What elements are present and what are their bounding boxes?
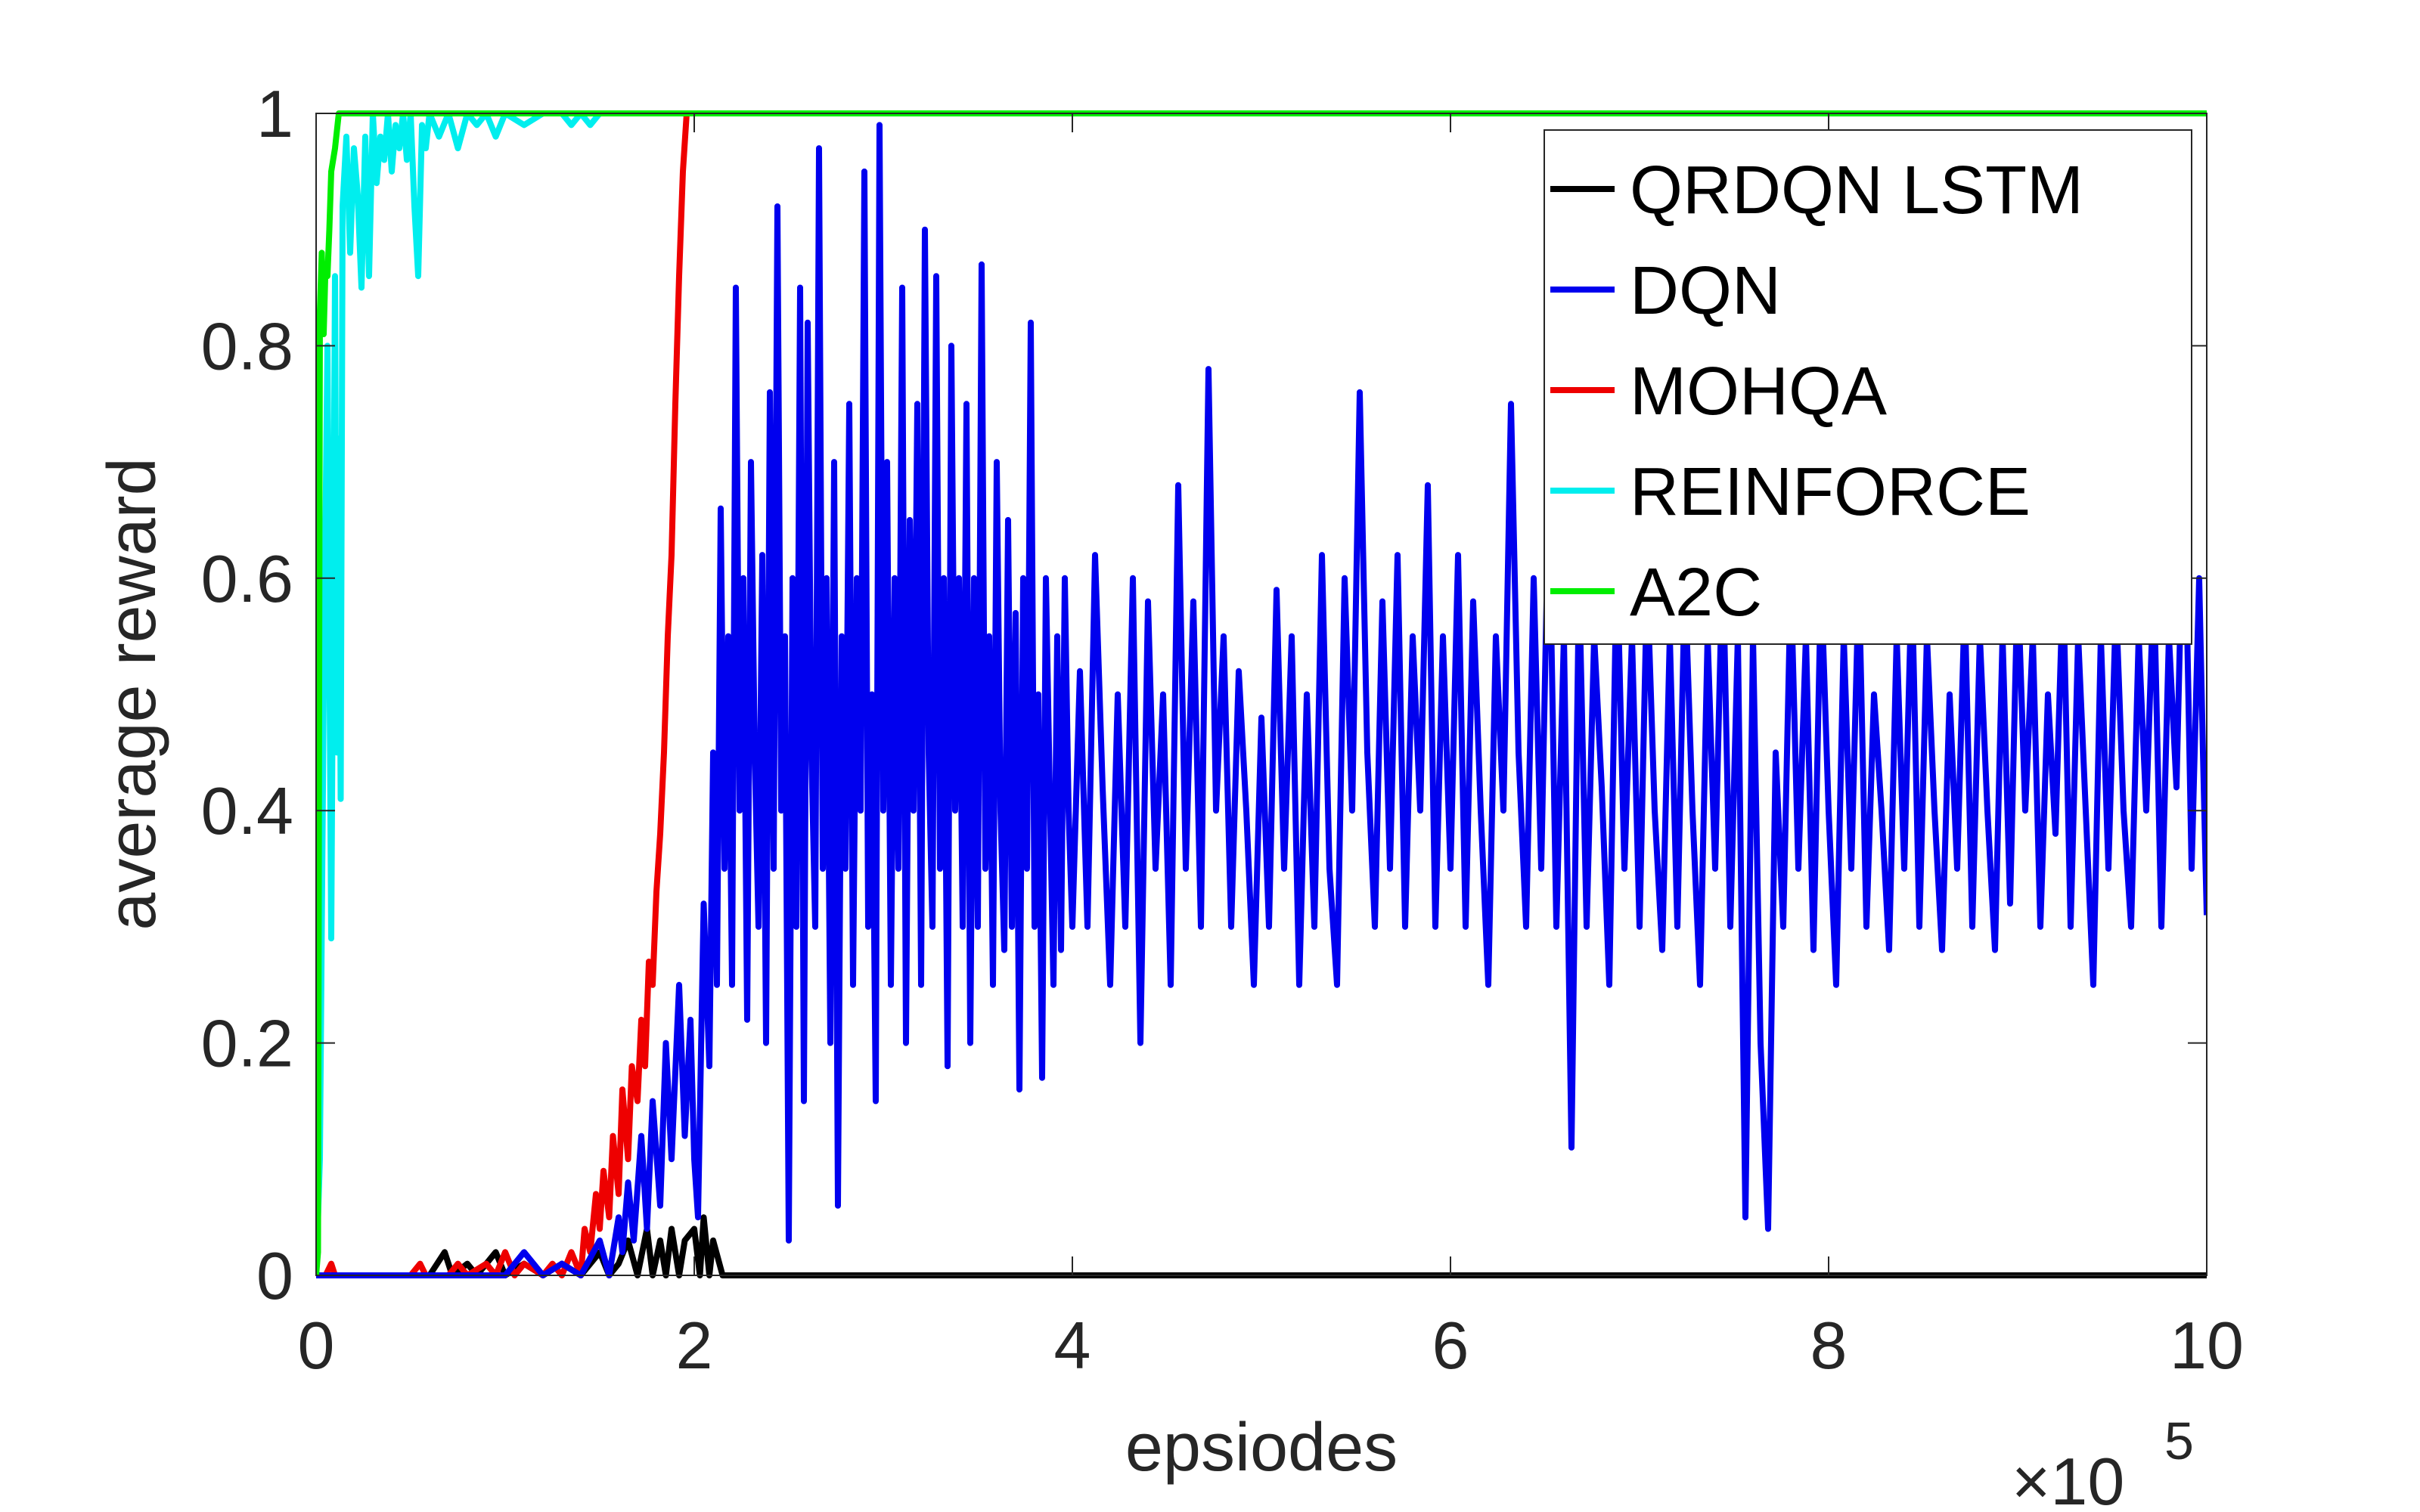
y-axis-label: average reward xyxy=(95,457,170,930)
x-multiplier: ×10 5 xyxy=(2012,1411,2194,1512)
y-tick-label: 1 xyxy=(256,76,293,151)
x-tick-label: 8 xyxy=(1810,1308,1848,1383)
x-tick-label: 10 xyxy=(2170,1308,2244,1383)
legend-label: DQN xyxy=(1630,253,1781,329)
legend-label: A2C xyxy=(1630,555,1762,631)
axes-box xyxy=(315,113,2207,1276)
x-multiplier-exponent: 5 xyxy=(2164,1411,2194,1470)
series-line-mohqa xyxy=(316,110,2207,1278)
y-tick-label: 0.2 xyxy=(201,1006,293,1081)
x-tick-label: 6 xyxy=(1432,1308,1469,1383)
series-line-dqn xyxy=(316,122,2207,1278)
x-tick-label: 4 xyxy=(1054,1308,1091,1383)
y-tick-label: 0 xyxy=(256,1238,293,1313)
y-tick-label: 0.8 xyxy=(201,308,293,383)
legend-box xyxy=(1544,129,2192,645)
legend-entries: QRDQN LSTM DQN MOHQA REINFORCE A2C xyxy=(1550,153,2083,631)
x-multiplier-base: ×10 xyxy=(2012,1444,2124,1512)
x-ticks: 0 2 4 6 8 10 xyxy=(298,113,2244,1383)
x-axis-label: epsiodes xyxy=(1125,1410,1398,1486)
legend: QRDQN LSTM DQN MOHQA REINFORCE A2C xyxy=(1544,129,2192,645)
y-tick-label: 0.4 xyxy=(201,773,293,848)
y-ticks: 0 0.2 0.4 0.6 0.8 1 xyxy=(201,76,2207,1313)
legend-label: QRDQN LSTM xyxy=(1630,153,2083,228)
y-tick-label: 0.6 xyxy=(201,541,293,616)
legend-label: MOHQA xyxy=(1630,354,1887,429)
legend-label: REINFORCE xyxy=(1630,454,2031,530)
x-tick-label: 2 xyxy=(676,1308,713,1383)
series-line-a2c xyxy=(316,110,2207,1276)
x-tick-label: 0 xyxy=(298,1308,335,1383)
